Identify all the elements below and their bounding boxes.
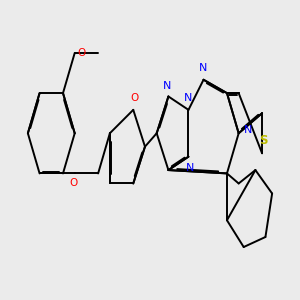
Text: N: N xyxy=(184,93,193,103)
Text: CH₃: CH₃ xyxy=(99,49,113,58)
Text: N: N xyxy=(163,81,171,92)
Text: O: O xyxy=(130,93,138,103)
Text: CH₃: CH₃ xyxy=(103,49,119,58)
Text: N: N xyxy=(199,63,207,73)
Text: N: N xyxy=(244,125,252,135)
Text: O: O xyxy=(70,178,78,188)
Text: S: S xyxy=(260,134,268,147)
Text: O: O xyxy=(77,48,86,58)
Text: N: N xyxy=(186,164,194,173)
Text: O: O xyxy=(97,40,104,50)
